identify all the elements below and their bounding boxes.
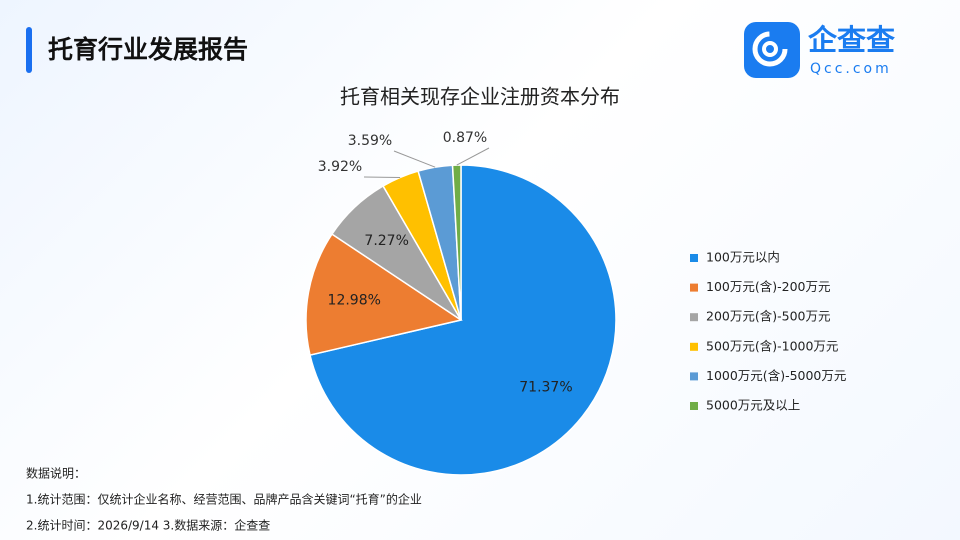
data-label: 7.27%: [364, 233, 408, 249]
data-label: 3.59%: [348, 133, 392, 149]
logo-text: 企查查: [808, 23, 895, 57]
legend-swatch: [690, 313, 698, 322]
legend-label: 1000万元(含)-5000万元: [706, 368, 846, 383]
pie-slice: [451, 164, 462, 321]
logo-icon: [744, 22, 800, 78]
legend: 100万元以内 100万元(含)-200万元 200万元(含)-500万元 500万元…: [690, 250, 846, 413]
pie-slice: [305, 233, 463, 356]
data-label: 12.98%: [328, 293, 381, 309]
title-accent: [26, 27, 32, 73]
leader-line: [456, 147, 490, 166]
data-label: 71.37%: [519, 379, 572, 395]
logo-sub: Qcc.com: [810, 61, 892, 77]
pie-slice: [309, 164, 617, 476]
legend-label: 200万元(含)-500万元: [706, 309, 830, 324]
legend-swatch: [690, 254, 698, 262]
logo-c: [752, 31, 788, 67]
chart-title: 托育相关现存企业注册资本分布: [340, 85, 620, 109]
note: 数据说明：: [26, 466, 86, 481]
data-label: 0.87%: [443, 130, 487, 146]
legend-swatch: [690, 372, 698, 381]
pie: 71.37% 12.98% 7.27% 3.92% 3.59% 0.87%: [305, 130, 617, 476]
legend-label: 500万元(含)-1000万元: [706, 338, 838, 353]
legend-label: 5000万元及以上: [706, 398, 800, 413]
legend-swatch: [690, 342, 698, 351]
data-label: 3.92%: [318, 159, 362, 175]
note: 2.统计时间：2026/9/14 3.数据来源：企查查: [26, 518, 270, 533]
report-title: 托育行业发展报告: [48, 35, 248, 64]
leader-line: [393, 150, 436, 168]
legend-label: 100万元以内: [706, 250, 780, 265]
legend-label: 100万元(含)-200万元: [706, 279, 830, 294]
legend-swatch: [690, 283, 698, 292]
legend-swatch: [690, 402, 698, 410]
logo-dot: [762, 41, 778, 57]
note: 1.统计范围：仅统计企业名称、经营范围、品牌产品含关键词“托育”的企业: [26, 492, 422, 507]
